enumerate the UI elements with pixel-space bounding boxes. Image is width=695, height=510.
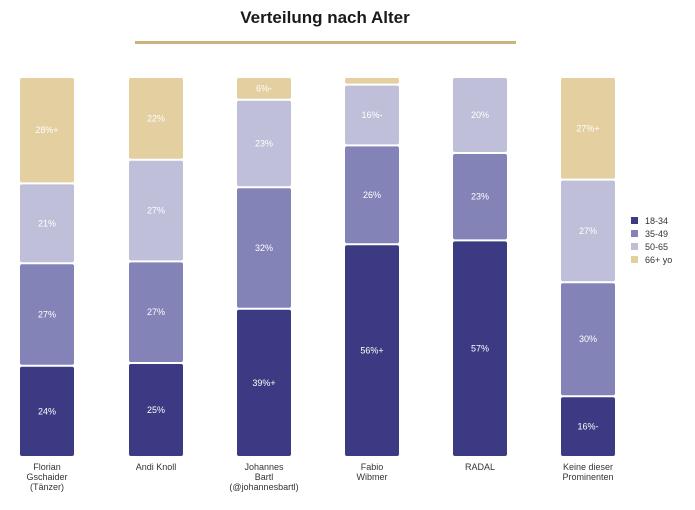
bar-segment xyxy=(129,262,183,362)
bar-segment xyxy=(453,154,507,240)
chart-title: Verteilung nach Alter xyxy=(240,8,410,27)
bar-value-label: 24% xyxy=(38,406,56,416)
bar-segment xyxy=(20,366,74,456)
bar-segment xyxy=(453,241,507,456)
bar-value-label: 27% xyxy=(579,226,597,236)
bar-segment xyxy=(561,397,615,456)
legend: 18-34 35-49 50-65 66+ yo xyxy=(631,216,672,265)
bar-segment xyxy=(20,264,74,365)
legend-swatch xyxy=(631,230,638,237)
bar-segment xyxy=(345,78,399,84)
bar-segment xyxy=(561,283,615,396)
bar-segment xyxy=(237,309,291,456)
bar-segment xyxy=(129,363,183,456)
category-label: Florian Gschaider (Tänzer) xyxy=(26,462,67,492)
bar-segment xyxy=(20,184,74,263)
bar-value-label: 27% xyxy=(147,307,165,317)
bar-segment xyxy=(237,188,291,308)
legend-label: 66+ yo xyxy=(645,255,672,265)
bar-value-label: 32% xyxy=(255,243,273,253)
legend-swatch xyxy=(631,256,638,263)
category-labels: Florian Gschaider (Tänzer) Andi Knoll Johann… xyxy=(26,462,613,492)
bar-segment xyxy=(237,100,291,187)
bar-value-label: 28%+ xyxy=(35,125,58,135)
bar-segment xyxy=(453,78,507,152)
bar-value-label: 30% xyxy=(579,334,597,344)
category-label: Fabio Wibmer xyxy=(357,462,388,482)
bar-value-label: 27%+ xyxy=(576,123,599,133)
bars-group: 24% 27% 21% 28%+ 25% 27% 27% 22% 39%+ 32% 23% 6%- 56… xyxy=(20,78,615,456)
bar-segment xyxy=(561,78,615,179)
bar-value-label: 56%+ xyxy=(360,346,383,356)
bar-segment xyxy=(129,160,183,261)
bar-value-label: 39%+ xyxy=(252,378,275,388)
bar-segment xyxy=(20,78,74,183)
bar-value-label: 22% xyxy=(147,113,165,123)
bar-segment xyxy=(345,146,399,244)
bar-segment xyxy=(561,180,615,282)
category-label: RADAL xyxy=(465,462,495,472)
legend-swatch xyxy=(631,217,638,224)
category-label: Andi Knoll xyxy=(136,462,177,472)
legend-swatch xyxy=(631,243,638,250)
title-underline xyxy=(135,41,516,44)
bar-value-label: 27% xyxy=(38,310,56,320)
bar-value-label: 25% xyxy=(147,405,165,415)
bar-value-label: 23% xyxy=(471,192,489,202)
bar-value-label: 6%- xyxy=(256,83,272,93)
bar-segment xyxy=(345,85,399,145)
bar-segment xyxy=(129,78,183,159)
category-label: Johannes Bartl (@johannesbartl) xyxy=(229,462,298,492)
bar-value-label: 21% xyxy=(38,218,56,228)
bar-value-label: 26% xyxy=(363,190,381,200)
legend-label: 35-49 xyxy=(645,229,668,239)
legend-label: 50-65 xyxy=(645,242,668,252)
bar-value-label: 57% xyxy=(471,344,489,354)
bar-value-label: 27% xyxy=(147,206,165,216)
bar-segment xyxy=(237,78,291,99)
bar-value-label: 16%- xyxy=(577,422,598,432)
category-label: Keine dieser Prominenten xyxy=(562,462,613,482)
legend-label: 18-34 xyxy=(645,216,668,226)
bar-value-label: 23% xyxy=(255,139,273,149)
bar-value-label: 20% xyxy=(471,110,489,120)
bar-value-label: 16%- xyxy=(361,110,382,120)
bar-segment xyxy=(345,245,399,456)
